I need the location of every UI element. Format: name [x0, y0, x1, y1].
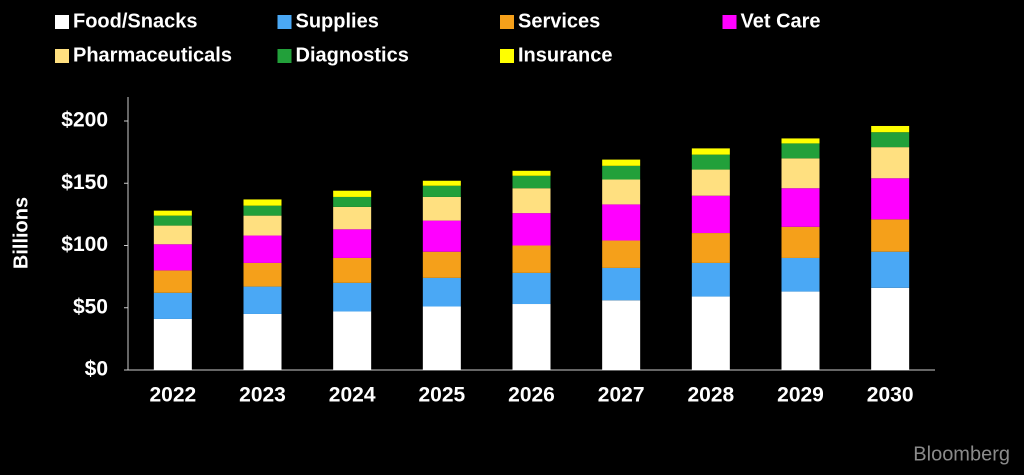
bar-segment — [781, 143, 820, 159]
bar-segment — [512, 170, 551, 176]
bar-segment — [602, 159, 641, 166]
bar-segment — [422, 220, 461, 252]
bar-segment — [512, 272, 551, 305]
bar-segment — [512, 213, 551, 246]
bar-segment — [153, 225, 192, 245]
bar-segment — [422, 306, 461, 370]
bar-segment — [781, 257, 820, 292]
x-tick-label: 2028 — [687, 384, 734, 407]
bar-segment — [512, 304, 551, 370]
bar-segment — [333, 196, 372, 207]
legend-swatch — [55, 49, 69, 63]
bar-segment — [602, 204, 641, 241]
legend-label: Diagnostics — [296, 44, 409, 66]
legend-label: Supplies — [296, 10, 379, 32]
bar-segment — [691, 296, 730, 370]
x-tick-label: 2030 — [867, 384, 914, 407]
bar-segment — [871, 147, 910, 179]
bar-segment — [422, 180, 461, 186]
x-tick-label: 2025 — [418, 384, 465, 407]
bar-segment — [243, 215, 282, 236]
bar-segment — [153, 292, 192, 319]
legend-swatch — [722, 15, 737, 29]
bar-segment — [333, 282, 372, 312]
bar-segment — [243, 205, 282, 216]
legend-swatch — [277, 49, 292, 63]
bar-segment — [512, 175, 551, 189]
legend-label: Services — [518, 10, 600, 32]
bar-segment — [691, 154, 730, 170]
bar-segment — [422, 185, 461, 197]
x-tick-label: 2026 — [508, 384, 555, 407]
bar-segment — [602, 179, 641, 205]
bar-segment — [333, 229, 372, 258]
x-tick-label: 2024 — [329, 384, 376, 407]
x-tick-label: 2027 — [598, 384, 645, 407]
bar-segment — [243, 199, 282, 206]
bar-segment — [871, 219, 910, 252]
bar-segment — [781, 291, 820, 370]
x-tick-label: 2029 — [777, 384, 824, 407]
bar-segment — [781, 158, 820, 189]
legend-swatch — [277, 15, 292, 29]
legend-swatch — [55, 15, 69, 29]
bar-segment — [691, 148, 730, 155]
bar-segment — [602, 165, 641, 180]
bar-segment — [602, 300, 641, 370]
bar-segment — [422, 251, 461, 278]
bar-segment — [871, 287, 910, 370]
bar-segment — [333, 190, 372, 197]
bar-segment — [153, 318, 192, 370]
bar-segment — [512, 188, 551, 214]
bar-segment — [422, 277, 461, 307]
bar-segment — [422, 196, 461, 221]
bar-segment — [602, 240, 641, 268]
x-tick-label: 2022 — [149, 384, 196, 407]
legend-label: Vet Care — [741, 10, 821, 32]
bar-segment — [691, 195, 730, 234]
bar-segment — [243, 286, 282, 314]
bar-segment — [153, 270, 192, 293]
y-tick-label: $50 — [73, 295, 108, 318]
bar-segment — [243, 262, 282, 287]
bar-segment — [333, 206, 372, 230]
y-tick-label: $150 — [61, 171, 108, 194]
bar-segment — [333, 311, 372, 370]
y-tick-label: $100 — [61, 233, 108, 256]
bar-segment — [871, 178, 910, 220]
source-logo: Bloomberg — [913, 443, 1010, 465]
bar-segment — [602, 267, 641, 301]
bar-segment — [512, 245, 551, 273]
legend-label: Insurance — [518, 44, 612, 66]
bar-segment — [691, 233, 730, 263]
legend-swatch — [500, 49, 514, 63]
legend-label: Food/Snacks — [73, 10, 197, 32]
x-tick-label: 2023 — [239, 384, 286, 407]
bar-segment — [691, 169, 730, 196]
legend-label: Pharmaceuticals — [73, 44, 232, 66]
bar-segment — [871, 251, 910, 288]
y-tick-label: $0 — [85, 358, 108, 381]
bar-segment — [871, 125, 910, 133]
bar-segment — [153, 244, 192, 271]
bar-segment — [153, 215, 192, 226]
y-axis-label: Billions — [10, 197, 32, 269]
legend-swatch — [500, 15, 514, 29]
bar-segment — [243, 313, 282, 370]
bar-segment — [691, 262, 730, 297]
bar-segment — [781, 226, 820, 258]
bar-segment — [781, 188, 820, 227]
bar-segment — [243, 235, 282, 263]
bar-segment — [153, 210, 192, 216]
bar-segment — [871, 132, 910, 148]
bar-segment — [333, 257, 372, 283]
y-tick-label: $200 — [61, 109, 108, 132]
bar-segment — [781, 138, 820, 144]
